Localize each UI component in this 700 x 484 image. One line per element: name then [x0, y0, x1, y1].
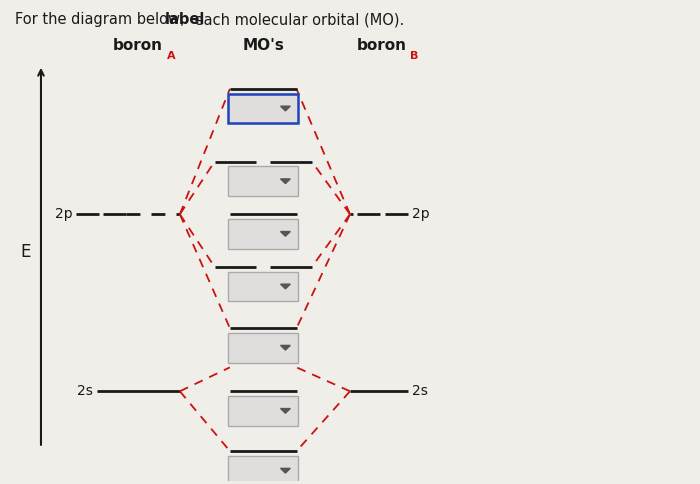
Text: each molecular orbital (MO).: each molecular orbital (MO).	[190, 12, 404, 27]
Bar	[228, 219, 298, 249]
Bar	[228, 396, 298, 426]
Polygon shape	[281, 346, 290, 350]
Polygon shape	[281, 469, 290, 473]
Text: boron: boron	[113, 38, 163, 53]
Text: 2p: 2p	[55, 207, 72, 221]
Polygon shape	[281, 284, 290, 289]
Bar	[228, 94, 298, 123]
Bar	[228, 333, 298, 363]
Polygon shape	[281, 408, 290, 413]
Text: For the diagram below,: For the diagram below,	[15, 12, 190, 27]
Bar	[228, 456, 298, 484]
Bar	[228, 272, 298, 302]
Text: E: E	[20, 242, 31, 260]
Text: B: B	[410, 51, 419, 60]
Text: MO's: MO's	[242, 38, 284, 53]
Text: 2s: 2s	[77, 384, 93, 398]
Bar	[228, 166, 298, 196]
Polygon shape	[281, 231, 290, 236]
Text: label: label	[164, 12, 205, 27]
Text: 2p: 2p	[412, 207, 429, 221]
Polygon shape	[281, 179, 290, 183]
Polygon shape	[281, 106, 290, 111]
Text: A: A	[167, 51, 176, 60]
Text: boron: boron	[356, 38, 406, 53]
Bar	[228, 94, 298, 123]
Text: 2s: 2s	[412, 384, 428, 398]
